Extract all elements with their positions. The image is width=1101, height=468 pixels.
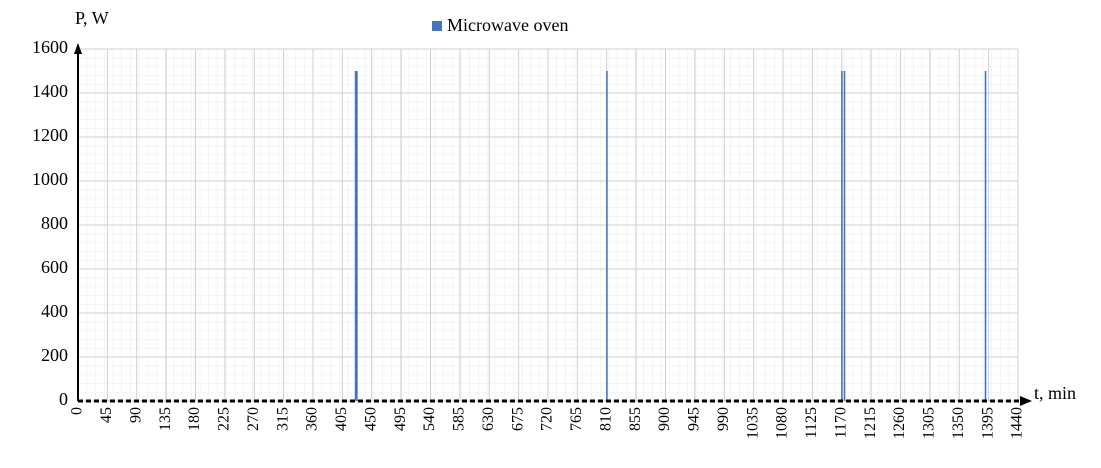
y-tick-label: 0: [59, 389, 68, 409]
y-axis-label: P, W: [75, 8, 109, 28]
x-tick-label: 180: [186, 407, 203, 431]
x-tick-label: 945: [686, 407, 703, 431]
x-tick-label: 90: [127, 407, 144, 423]
x-tick-label: 495: [392, 407, 409, 431]
x-tick-label: 225: [216, 407, 233, 431]
x-tick-label: 585: [451, 407, 468, 431]
x-tick-label: 0: [69, 407, 86, 415]
x-tick-label: 135: [157, 407, 174, 431]
y-tick-label: 600: [41, 257, 68, 277]
bar: [984, 71, 987, 401]
x-tick-label: 1305: [921, 407, 938, 439]
bar: [606, 71, 608, 401]
x-tick-label: 900: [656, 407, 673, 431]
x-tick-label: 360: [304, 407, 321, 431]
y-tick-label: 1200: [32, 125, 68, 145]
x-tick-label: 1080: [774, 407, 791, 439]
legend-label: Microwave oven: [447, 15, 568, 35]
x-tick-label: 855: [627, 407, 644, 431]
x-tick-label: 765: [568, 407, 585, 431]
x-tick-label: 1125: [803, 407, 820, 438]
y-tick-label: 1600: [32, 37, 68, 57]
x-tick-label: 1395: [979, 407, 996, 439]
bar: [841, 71, 843, 401]
x-tick-label: 405: [333, 407, 350, 431]
y-tick-label: 200: [41, 345, 68, 365]
y-tick-label: 1400: [32, 81, 68, 101]
x-tick-label: 315: [274, 407, 291, 431]
x-tick-label: 45: [98, 407, 115, 423]
x-tick-label: 675: [509, 407, 526, 431]
x-axis-label: t, min: [1034, 383, 1076, 403]
y-tick-label: 1000: [32, 169, 68, 189]
x-tick-label: 1215: [862, 407, 879, 439]
x-tick-label: 270: [245, 407, 262, 431]
x-tick-label: 990: [715, 407, 732, 431]
x-tick-label: 450: [362, 407, 379, 431]
x-tick-label: 1260: [891, 407, 908, 439]
y-tick-label: 800: [41, 213, 68, 233]
x-tick-label: 810: [597, 407, 614, 431]
bar: [843, 71, 846, 401]
x-tick-label: 720: [539, 407, 556, 431]
y-axis-arrow: [74, 43, 82, 54]
x-tick-label: 1170: [832, 407, 849, 438]
y-tick-label: 400: [41, 301, 68, 321]
bar: [356, 71, 358, 401]
x-tick-label: 1350: [950, 407, 967, 439]
x-tick-label: 540: [421, 407, 438, 431]
x-tick-label: 1440: [1009, 407, 1026, 439]
legend-swatch: [432, 21, 442, 31]
x-tick-label: 630: [480, 407, 497, 431]
x-axis-arrow: [1020, 396, 1032, 406]
x-tick-label: 1035: [744, 407, 761, 439]
